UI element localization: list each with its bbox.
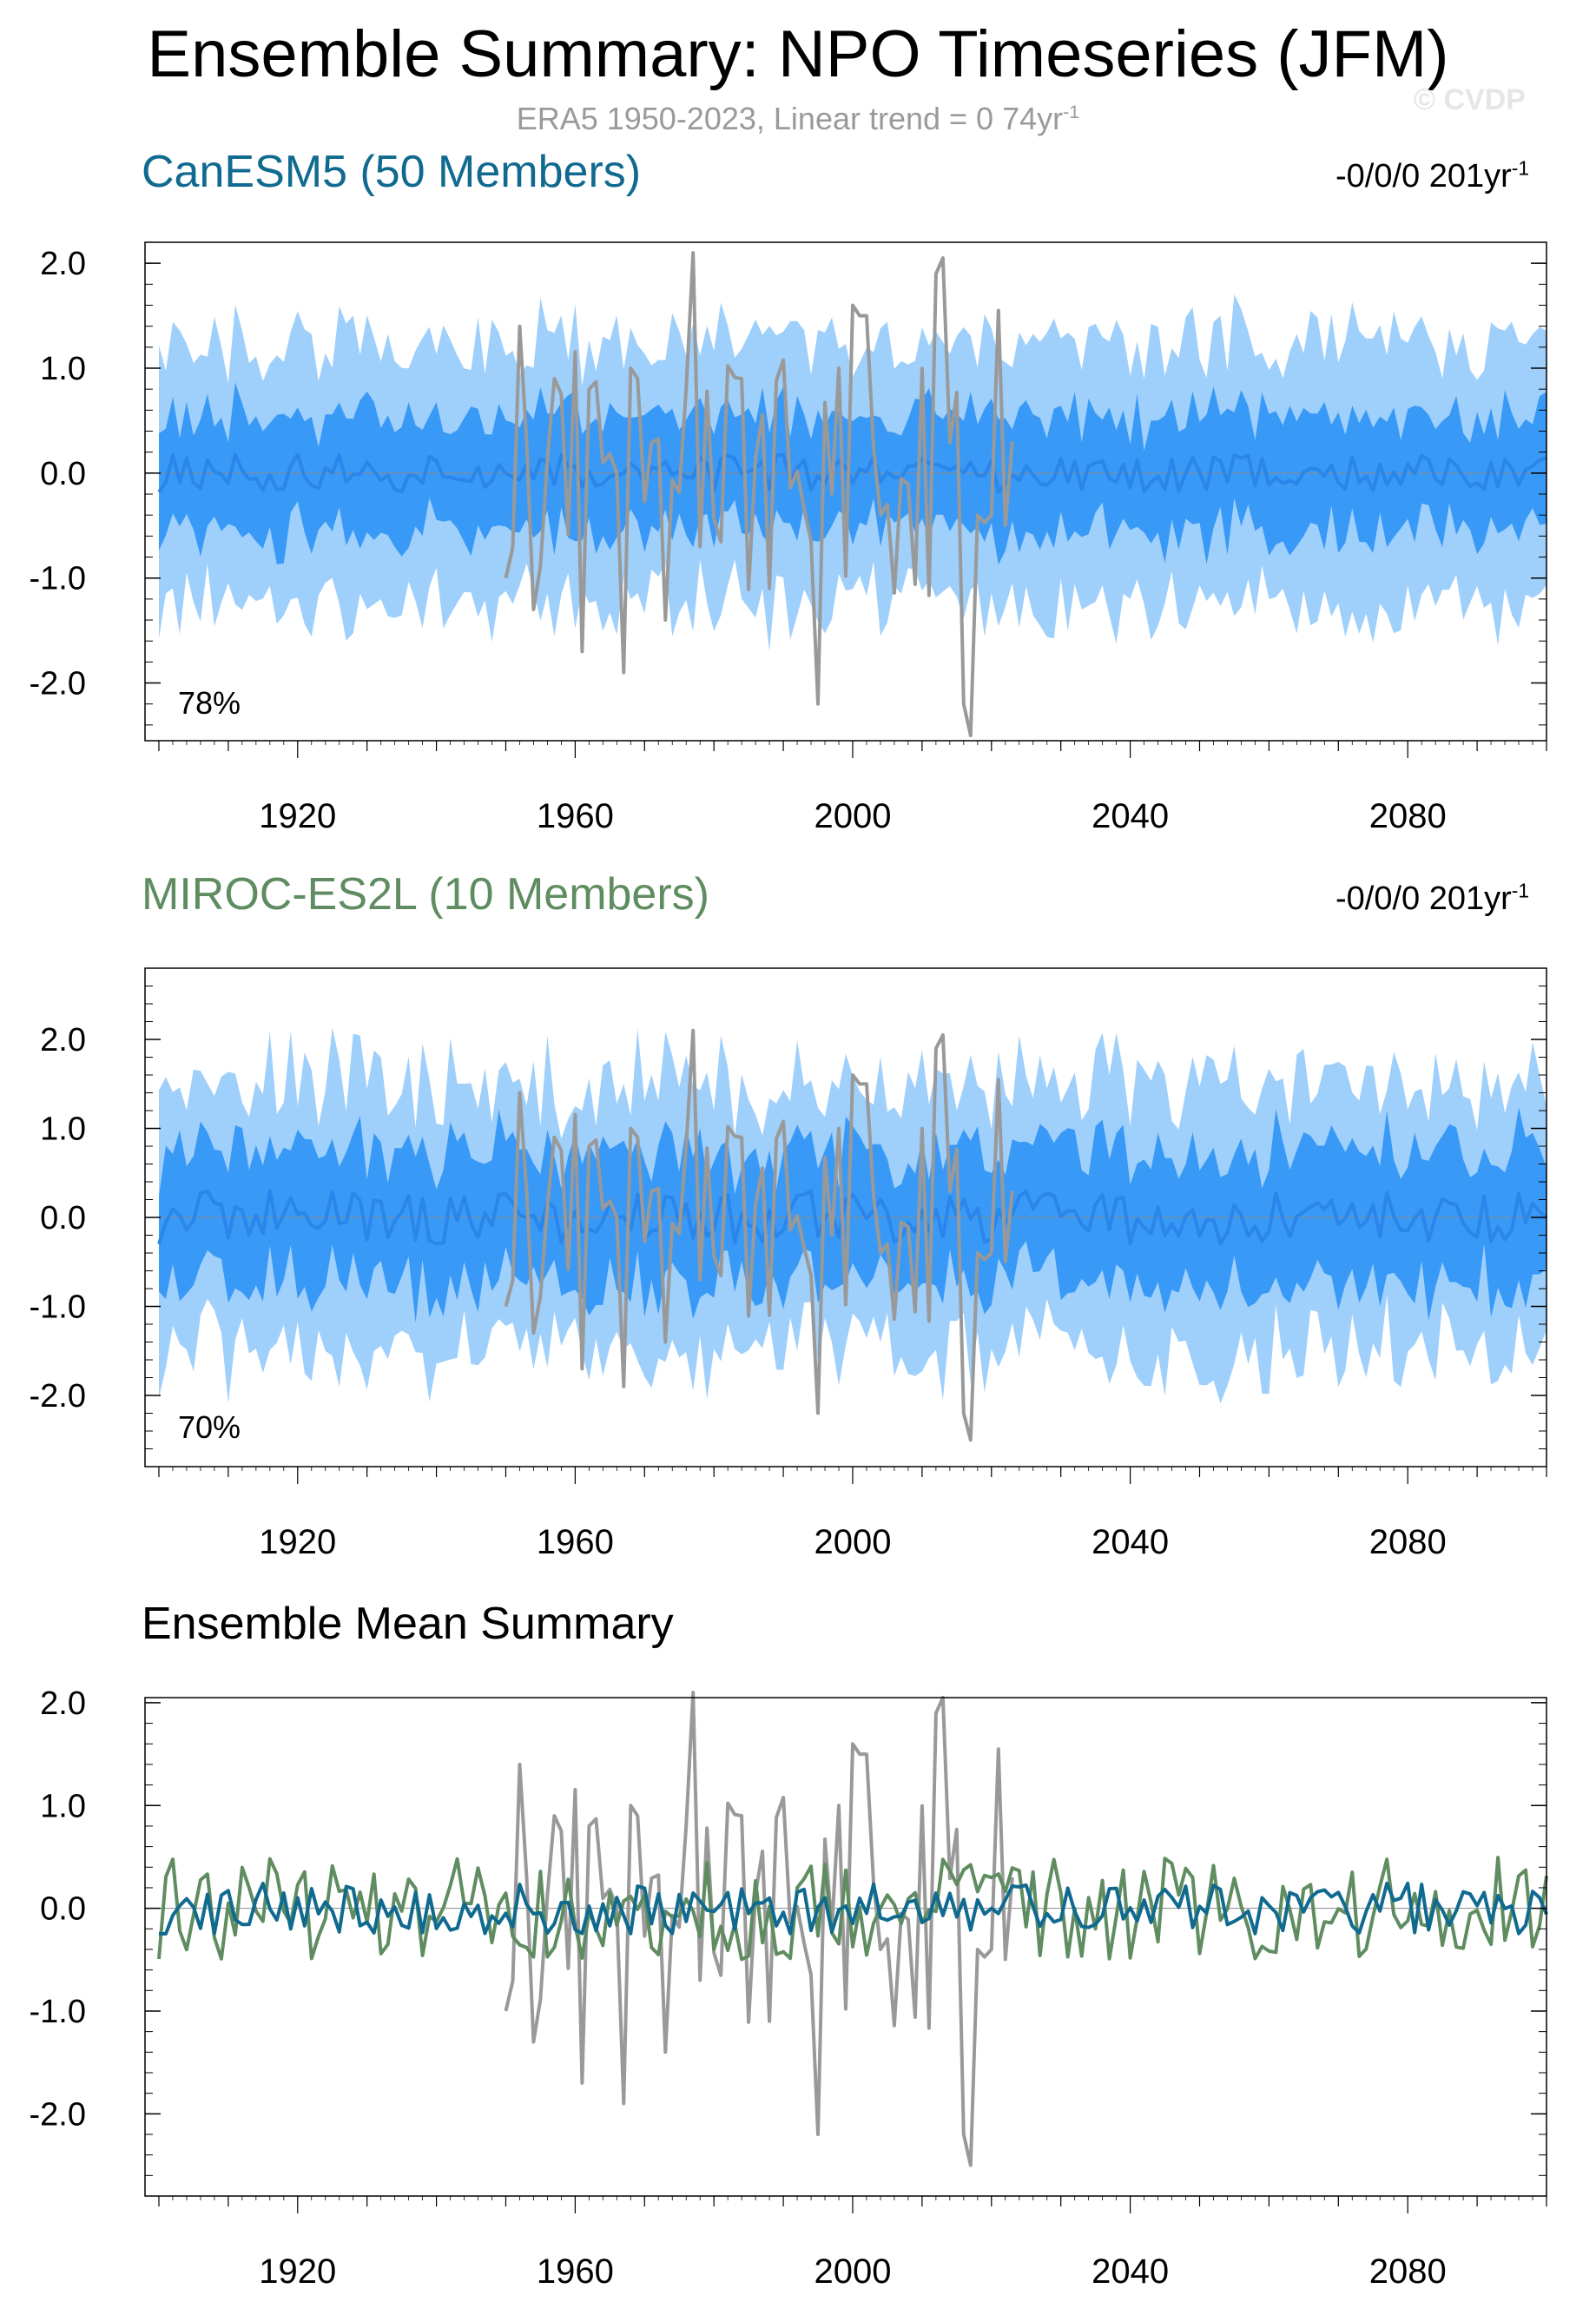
page-title: Ensemble Summary: NPO Timeseries (JFM) [147, 17, 1449, 91]
y-tick-label: 2.0 [40, 1022, 86, 1059]
y-tick-label: -1.0 [30, 1289, 86, 1326]
chart-panel-1: 2.0 1.0 0.0 -1.0 -2.0 1920 1960 2000 2040 2080 70% [30, 967, 1548, 1561]
y-tick-label: 0.0 [40, 456, 86, 492]
miroc-mean-line [157, 1856, 1548, 1962]
y-tick-label: 0.0 [40, 1891, 86, 1928]
y-tick-label: 1.0 [40, 351, 86, 387]
x-tick-label: 2040 [1091, 1523, 1169, 1561]
x-tick-label: 1920 [259, 1523, 336, 1561]
x-tick-label: 2000 [814, 797, 891, 835]
y-tick-label: 2.0 [40, 1685, 86, 1722]
era5-obs-line [504, 1691, 1014, 2167]
y-tick-label: -2.0 [30, 666, 86, 702]
y-tick-label: 1.0 [40, 1111, 86, 1148]
canesm5-mean-line [158, 1881, 1548, 1936]
x-tick-label: 2040 [1091, 797, 1169, 835]
y-tick-label: -1.0 [30, 561, 86, 597]
panel-title-miroc: MIROC-ES2L (10 Members) [142, 869, 709, 920]
x-tick-label: 1920 [259, 797, 336, 835]
subtitle: ERA5 1950-2023, Linear trend = 0 74yr-1 [516, 101, 1080, 136]
x-tick-label: 1960 [537, 2252, 614, 2291]
era5-obs-line [504, 251, 1014, 737]
x-tick-label: 1960 [537, 1523, 614, 1561]
inner-band [159, 1107, 1547, 1323]
cvdp-watermark: © CVDP [1414, 83, 1526, 116]
chart-panel-2: 2.0 1.0 0.0 -1.0 -2.0 1920 1960 2000 2040 2080 [30, 1685, 1548, 2291]
panel-title-canesm5: CanESM5 (50 Members) [142, 147, 642, 197]
x-tick-label: 2000 [814, 2252, 891, 2291]
y-tick-label: 2.0 [40, 246, 86, 282]
x-tick-label: 2000 [814, 1523, 891, 1561]
plot-frame [144, 241, 1547, 742]
x-tick-label: 2080 [1369, 2252, 1447, 2291]
x-tick-label: 2040 [1091, 2252, 1169, 2291]
percent-label: 78% [178, 685, 241, 721]
trend-label-canesm5: -0/0/0 201yr-1 [1335, 156, 1530, 195]
y-tick-label: -1.0 [30, 1994, 86, 2030]
ensemble-mean-line [157, 1189, 1548, 1246]
chart-panel-0: 2.0 1.0 0.0 -1.0 -2.0 1920 1960 2000 2040 2080 78% [30, 241, 1547, 835]
trend-label-miroc: -0/0/0 201yr-1 [1335, 879, 1530, 917]
ensemble-mean-line [157, 452, 1547, 494]
x-tick-label: 2080 [1369, 797, 1447, 835]
y-tick-label: -2.0 [30, 2096, 86, 2133]
panel-title-ensemble-mean: Ensemble Mean Summary [142, 1599, 674, 1649]
x-tick-label: 1960 [537, 797, 614, 835]
percent-label: 70% [178, 1409, 241, 1445]
plot-frame [144, 1697, 1547, 2197]
era5-obs-line [504, 1028, 1014, 1442]
y-tick-label: 1.0 [40, 1788, 86, 1824]
y-tick-label: 0.0 [40, 1200, 86, 1237]
y-tick-label: -2.0 [30, 1378, 86, 1415]
x-tick-label: 2080 [1369, 1523, 1447, 1561]
x-tick-label: 1920 [259, 2252, 336, 2291]
